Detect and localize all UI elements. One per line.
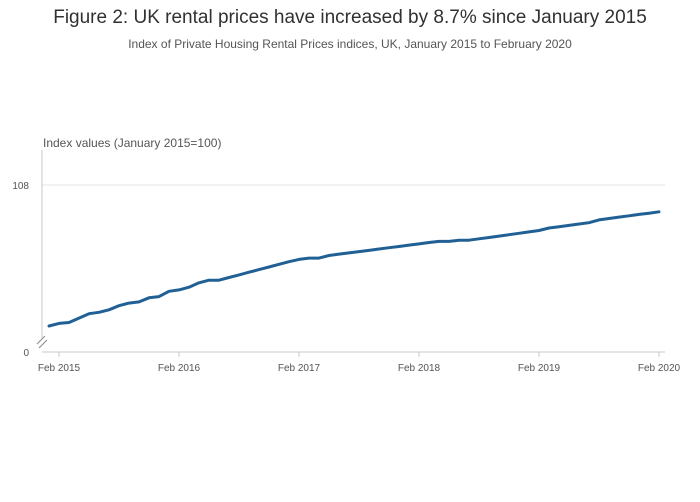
data-point[interactable] xyxy=(156,294,162,300)
data-point[interactable] xyxy=(186,284,192,290)
data-point[interactable] xyxy=(86,311,92,317)
data-point[interactable] xyxy=(616,214,622,220)
data-point[interactable] xyxy=(66,320,72,326)
data-point[interactable] xyxy=(196,280,202,286)
data-point[interactable] xyxy=(136,299,142,305)
data-point[interactable] xyxy=(476,236,482,242)
data-point[interactable] xyxy=(366,247,372,253)
y-axis-label: Index values (January 2015=100) xyxy=(43,136,222,150)
data-point[interactable] xyxy=(396,244,402,250)
data-point[interactable] xyxy=(596,217,602,223)
data-point[interactable] xyxy=(266,264,272,270)
x-tick-label: Feb 2019 xyxy=(518,363,561,374)
x-tick-label: Feb 2016 xyxy=(158,363,201,374)
data-point[interactable] xyxy=(56,320,62,326)
data-point[interactable] xyxy=(96,309,102,315)
data-point[interactable] xyxy=(536,228,542,234)
data-point[interactable] xyxy=(46,323,52,329)
chart-subtitle: Index of Private Housing Rental Prices i… xyxy=(128,37,572,51)
data-point[interactable] xyxy=(386,245,392,251)
data-point[interactable] xyxy=(426,240,432,246)
y-tick-label: 0 xyxy=(23,348,29,359)
data-point[interactable] xyxy=(406,242,412,248)
data-point[interactable] xyxy=(346,250,352,256)
series-line[interactable] xyxy=(47,210,661,328)
data-point[interactable] xyxy=(576,221,582,227)
data-point[interactable] xyxy=(106,307,112,313)
data-point[interactable] xyxy=(116,303,122,309)
data-point[interactable] xyxy=(626,213,632,219)
data-point[interactable] xyxy=(276,261,282,267)
data-point[interactable] xyxy=(226,275,232,281)
data-point[interactable] xyxy=(526,229,532,235)
data-point[interactable] xyxy=(586,220,592,226)
data-point[interactable] xyxy=(316,255,322,261)
data-point[interactable] xyxy=(466,237,472,243)
axis-break-icon xyxy=(36,335,48,349)
data-point[interactable] xyxy=(516,230,522,236)
data-point[interactable] xyxy=(286,259,292,265)
data-point[interactable] xyxy=(146,295,152,301)
data-point[interactable] xyxy=(246,269,252,275)
x-tick-label: Feb 2020 xyxy=(638,363,681,374)
data-point[interactable] xyxy=(436,238,442,244)
data-point[interactable] xyxy=(456,237,462,243)
data-point[interactable] xyxy=(556,224,562,230)
data-point[interactable] xyxy=(166,288,172,294)
data-point[interactable] xyxy=(126,300,132,306)
data-point[interactable] xyxy=(206,277,212,283)
data-point[interactable] xyxy=(416,241,422,247)
data-point[interactable] xyxy=(566,222,572,228)
chart-title: Figure 2: UK rental prices have increase… xyxy=(53,7,647,28)
data-point[interactable] xyxy=(256,267,262,273)
data-point[interactable] xyxy=(216,277,222,283)
data-point[interactable] xyxy=(306,255,312,261)
data-point[interactable] xyxy=(546,225,552,231)
x-tick-label: Feb 2018 xyxy=(398,363,441,374)
data-point[interactable] xyxy=(646,210,652,216)
y-tick-label: 108 xyxy=(12,181,29,192)
data-point[interactable] xyxy=(376,246,382,252)
x-tick-label: Feb 2015 xyxy=(38,363,81,374)
data-point[interactable] xyxy=(356,249,362,255)
data-point[interactable] xyxy=(506,232,512,238)
data-point[interactable] xyxy=(606,216,612,222)
data-point[interactable] xyxy=(296,256,302,262)
data-point[interactable] xyxy=(176,287,182,293)
data-point[interactable] xyxy=(656,209,662,215)
data-point[interactable] xyxy=(636,211,642,217)
data-point[interactable] xyxy=(446,238,452,244)
data-point[interactable] xyxy=(76,315,82,321)
data-point[interactable] xyxy=(236,272,242,278)
data-point[interactable] xyxy=(496,233,502,239)
data-point[interactable] xyxy=(486,235,492,241)
data-point[interactable] xyxy=(336,251,342,257)
x-tick-label: Feb 2017 xyxy=(278,363,321,374)
data-point[interactable] xyxy=(326,253,332,259)
